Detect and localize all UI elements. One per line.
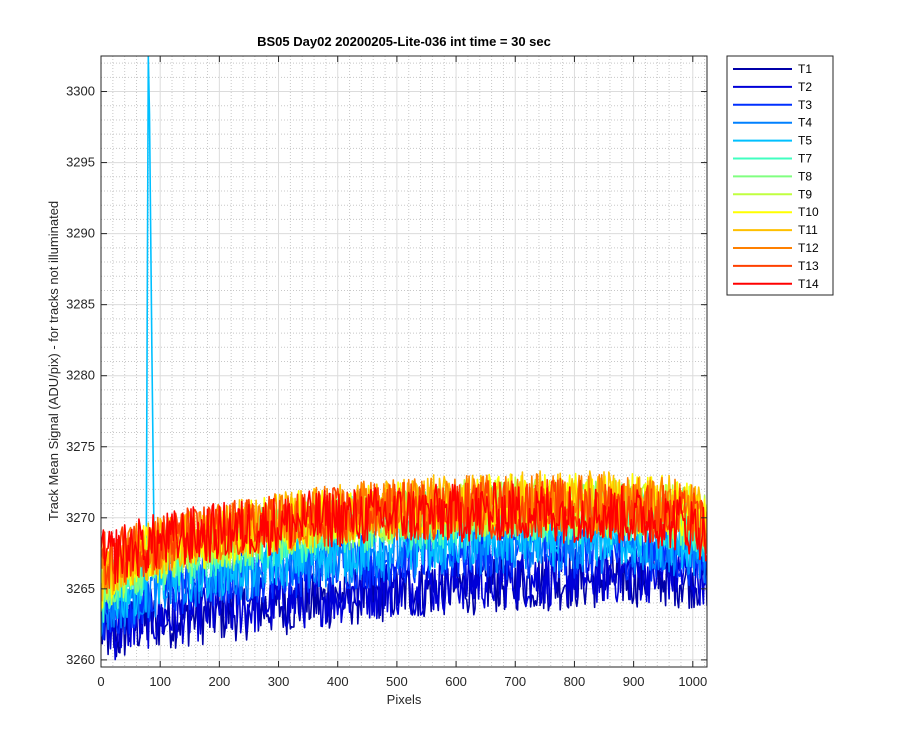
y-tick-label: 3280	[66, 368, 95, 383]
x-tick-label: 800	[564, 674, 586, 689]
series-line-t13	[101, 477, 707, 589]
legend-label-t12: T12	[798, 241, 819, 255]
x-tick-label: 200	[209, 674, 231, 689]
x-tick-label: 900	[623, 674, 645, 689]
y-tick-label: 3285	[66, 297, 95, 312]
x-tick-label: 600	[445, 674, 467, 689]
x-tick-label: 500	[386, 674, 408, 689]
legend-label-t2: T2	[798, 80, 812, 94]
grid	[101, 56, 707, 667]
legend-label-t13: T13	[798, 259, 819, 273]
x-tick-label: 400	[327, 674, 349, 689]
legend-label-t7: T7	[798, 152, 812, 166]
x-tick-label: 300	[268, 674, 290, 689]
series-line-t14	[101, 482, 707, 585]
legend-label-t11: T11	[798, 223, 818, 237]
y-axis-title: Track Mean Signal (ADU/pix) - for tracks…	[46, 201, 61, 521]
legend-label-t1: T1	[798, 62, 812, 76]
x-tick-label: 0	[97, 674, 104, 689]
ticks: 0 100 200 300 400 500 600 700 800 900 1000 3260 3265…	[66, 56, 707, 689]
legend: T1 T2 T3 T4 T5 T7 T8 T9 T10 T11 T12 T13 T14	[726, 55, 834, 296]
legend-label-t10: T10	[798, 205, 819, 219]
legend-label-t3: T3	[798, 98, 812, 112]
y-tick-label: 3275	[66, 439, 95, 454]
y-tick-label: 3290	[66, 226, 95, 241]
y-tick-label: 3260	[66, 652, 95, 667]
axes-box	[100, 55, 708, 668]
series-group	[101, 56, 707, 661]
legend-label-t8: T8	[798, 169, 812, 183]
legend-label-t9: T9	[798, 187, 812, 201]
legend-label-t4: T4	[798, 116, 812, 130]
legend-label-t5: T5	[798, 134, 812, 148]
y-tick-label: 3265	[66, 581, 95, 596]
legend-label-t14: T14	[798, 277, 819, 291]
x-tick-label: 1000	[678, 674, 707, 689]
chart-title: BS05 Day02 20200205-Lite-036 int time = …	[257, 34, 551, 49]
y-tick-label: 3270	[66, 510, 95, 525]
x-tick-label: 700	[504, 674, 526, 689]
y-tick-label: 3295	[66, 155, 95, 170]
x-axis-title: Pixels	[387, 692, 422, 707]
x-tick-label: 100	[149, 674, 171, 689]
y-tick-label: 3300	[66, 84, 95, 99]
